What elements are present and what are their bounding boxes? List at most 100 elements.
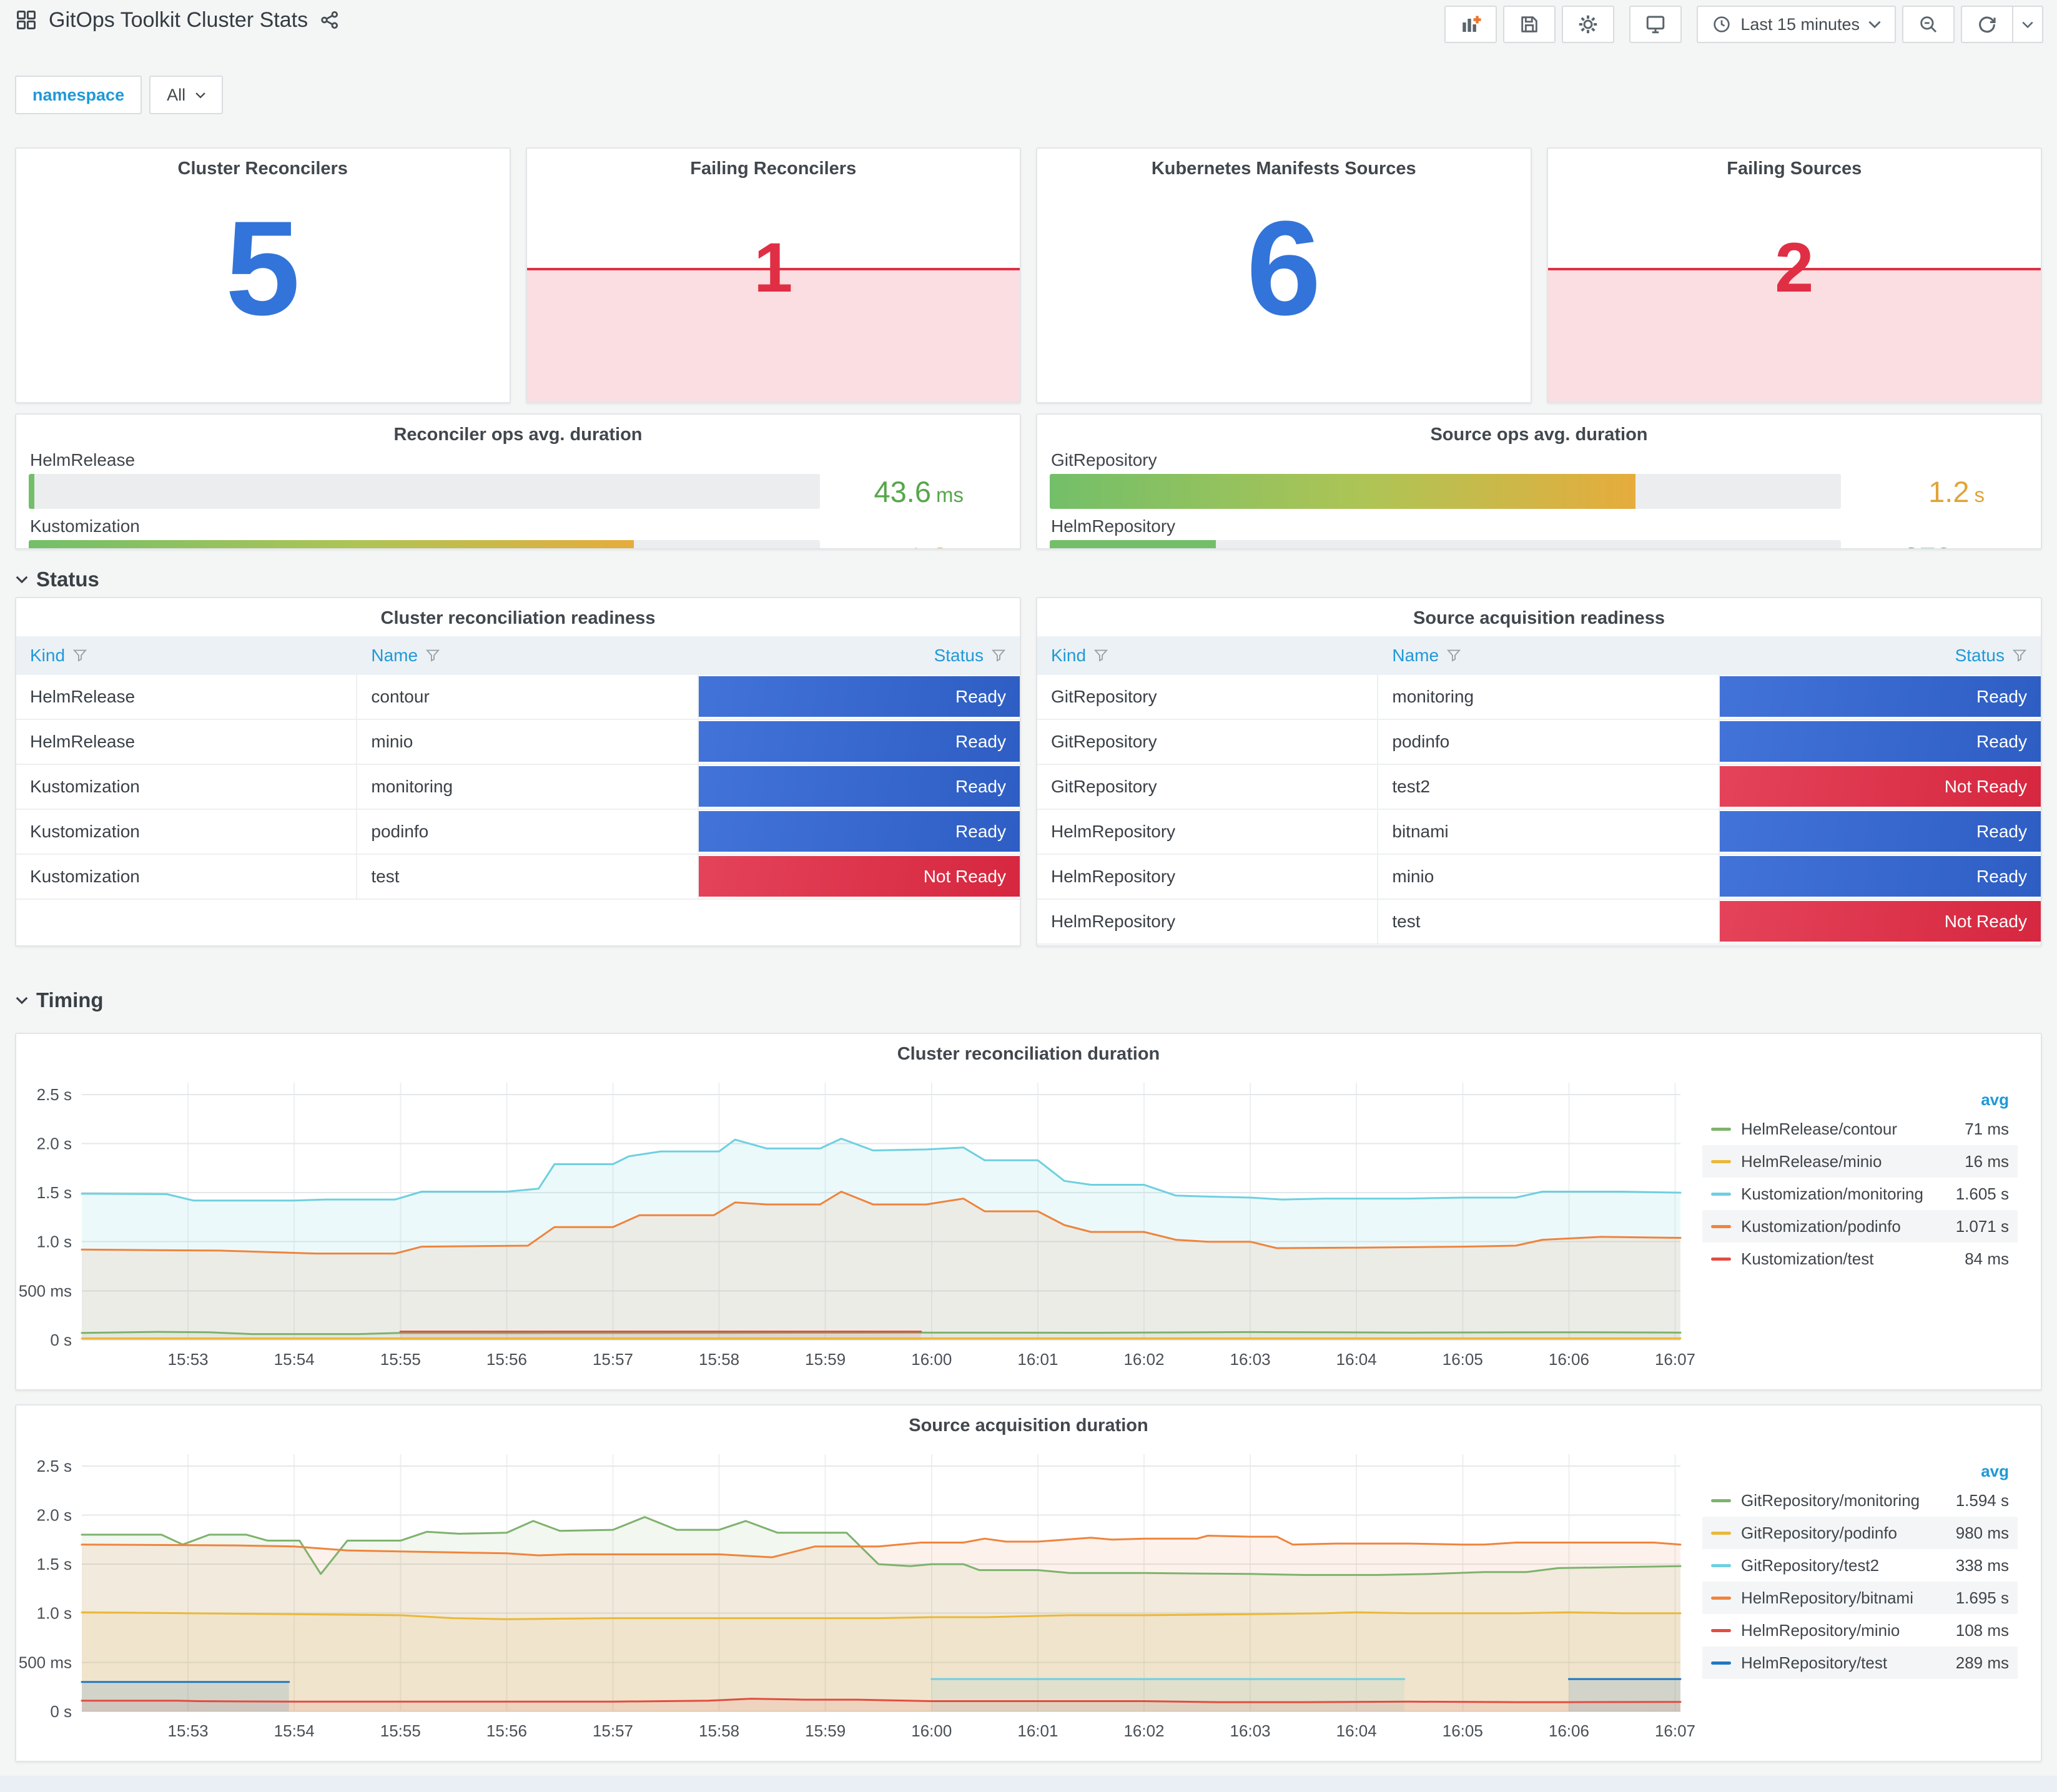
legend-avg-value: 16 ms [1965, 1151, 2009, 1171]
filter-funnel-icon[interactable] [1093, 648, 1108, 663]
section-status-label: Status [36, 568, 99, 591]
gauge-row-helmrepository: HelmRepository 879 ms [1050, 514, 2028, 550]
legend-item-helmrelease-minio[interactable]: HelmRelease/minio 16 ms [1702, 1145, 2018, 1178]
table-panel-title: Source acquisition readiness [1413, 608, 1665, 628]
series-color-swatch [1711, 1531, 1731, 1535]
dashboard-settings-button[interactable] [1562, 6, 1615, 43]
cell-name: monitoring [357, 765, 699, 809]
svg-text:16:02: 16:02 [1123, 1350, 1164, 1369]
svg-text:16:04: 16:04 [1336, 1350, 1377, 1369]
time-range-picker[interactable]: Last 15 minutes [1697, 6, 1896, 43]
cell-kind: HelmRepository [1037, 810, 1379, 854]
table-row: HelmRepository test Not Ready [1037, 900, 2041, 945]
table-header-status[interactable]: Status [699, 646, 1020, 666]
gauge-fill [29, 540, 634, 548]
section-timing[interactable]: Timing [9, 982, 2057, 1019]
chart-legend: avg HelmRelease/contour 71 ms HelmRelease/m… [1702, 1086, 2018, 1275]
save-dashboard-button[interactable] [1503, 6, 1556, 43]
legend-item-kustomization-test[interactable]: Kustomization/test 84 ms [1702, 1243, 2018, 1275]
variable-namespace-label[interactable]: namespace [15, 76, 142, 114]
legend-avg-header[interactable]: avg [1981, 1090, 2009, 1109]
clock-icon [1712, 14, 1732, 34]
cell-status: Ready [698, 766, 1020, 807]
svg-text:2.5 s: 2.5 s [37, 1085, 72, 1104]
legend-item-kustomization-monitoring[interactable]: Kustomization/monitoring 1.605 s [1702, 1178, 2018, 1210]
column-label: Name [1392, 646, 1439, 665]
svg-text:0 s: 0 s [50, 1702, 72, 1721]
filter-funnel-icon[interactable] [72, 648, 87, 663]
legend-item-gitrepository-test2[interactable]: GitRepository/test2 338 ms [1702, 1549, 2018, 1582]
zoom-out-button[interactable] [1902, 6, 1955, 43]
legend-avg-value: 84 ms [1965, 1249, 2009, 1268]
table-header-status[interactable]: Status [1720, 646, 2041, 666]
variable-namespace-value-dropdown[interactable]: All [149, 76, 224, 114]
filter-funnel-icon[interactable] [1446, 648, 1461, 663]
stat-sparkline-fill [1547, 270, 2041, 402]
svg-text:16:05: 16:05 [1443, 1721, 1483, 1740]
gauge-value: 43.6 ms [820, 475, 1007, 509]
legend-avg-value: 71 ms [1965, 1119, 2009, 1138]
cell-name: test [1378, 900, 1720, 943]
add-panel-button[interactable] [1444, 6, 1497, 43]
stat-sparkline [526, 267, 1020, 270]
gauge-panel-source-ops-avg-duration: Source ops avg. duration GitRepository 1.2… [1036, 413, 2042, 549]
gauge-value-number: 879 [1903, 541, 1952, 549]
stat-panel-cluster-reconcilers: Cluster Reconcilers 5 [15, 147, 511, 403]
gauge-track [29, 474, 820, 509]
dashboard-grid-icon[interactable] [15, 9, 37, 31]
refresh-interval-dropdown[interactable] [2013, 6, 2043, 43]
chart-plot-area[interactable]: 15:53 15:54 15:55 15:56 15:57 15:58 15:59 16:00… [16, 1406, 2040, 1761]
stat-sparkline-fill [526, 270, 1020, 402]
gauge-bar: 1.2 s [1050, 474, 2028, 509]
series-color-swatch [1711, 1192, 1731, 1196]
section-chevron-icon [15, 574, 29, 584]
series-color-swatch [1711, 1159, 1731, 1163]
table-row: Kustomization test Not Ready [16, 855, 1020, 900]
cell-kind: Kustomization [16, 810, 358, 854]
svg-text:15:58: 15:58 [699, 1721, 739, 1740]
legend-item-gitrepository-monitoring[interactable]: GitRepository/monitoring 1.594 s [1702, 1484, 2018, 1517]
cell-kind: GitRepository [1037, 720, 1379, 764]
table-header-kind[interactable]: Kind [1037, 646, 1378, 666]
svg-text:16:03: 16:03 [1230, 1721, 1271, 1740]
section-status[interactable]: Status [9, 562, 2057, 597]
gauge-value-unit: ms [1957, 549, 1985, 550]
svg-text:16:00: 16:00 [911, 1350, 952, 1369]
svg-text:15:58: 15:58 [699, 1350, 739, 1369]
legend-item-gitrepository-podinfo[interactable]: GitRepository/podinfo 980 ms [1702, 1517, 2018, 1549]
cell-status: Not Ready [1719, 901, 2041, 942]
stat-panels-row: Cluster Reconcilers 5 Failing Reconcilers 1… [15, 147, 2042, 403]
table-row: HelmRepository bitnami Ready [1037, 810, 2041, 855]
table-header-name[interactable]: Name [1378, 646, 1719, 666]
status-tables-row: Cluster reconciliation readiness Kind Name… [15, 597, 2042, 947]
refresh-button[interactable] [1961, 6, 2013, 43]
chevron-down-icon [1868, 20, 1881, 29]
series-color-swatch [1711, 1499, 1731, 1502]
cell-name: contour [357, 675, 699, 719]
svg-text:500 ms: 500 ms [19, 1653, 72, 1671]
variables-row: namespace All [0, 75, 2057, 115]
table-header-name[interactable]: Name [357, 646, 698, 666]
svg-text:2.0 s: 2.0 s [37, 1134, 72, 1153]
legend-item-helmrepository-minio[interactable]: HelmRepository/minio 108 ms [1702, 1614, 2018, 1647]
column-label: Kind [1051, 646, 1087, 665]
table-row: HelmRelease contour Ready [16, 675, 1020, 720]
legend-item-helmrepository-bitnami[interactable]: HelmRepository/bitnami 1.695 s [1702, 1582, 2018, 1614]
legend-item-kustomization-podinfo[interactable]: Kustomization/podinfo 1.071 s [1702, 1210, 2018, 1243]
kiosk-mode-button[interactable] [1629, 6, 1682, 43]
legend-avg-header[interactable]: avg [1981, 1461, 2009, 1480]
gauge-value-unit: s [954, 549, 964, 550]
cell-kind: GitRepository [1037, 675, 1379, 719]
table-header-kind[interactable]: Kind [16, 646, 357, 666]
series-color-swatch [1711, 1661, 1731, 1665]
gauge-value: 1.2 s [1841, 475, 2028, 509]
gauge-panel-title: Source ops avg. duration [1430, 425, 1648, 445]
chart-plot-area[interactable]: 15:53 15:54 15:55 15:56 15:57 15:58 15:59 16:00… [16, 1034, 2040, 1389]
filter-funnel-icon[interactable] [425, 648, 440, 663]
legend-item-helmrepository-test[interactable]: HelmRepository/test 289 ms [1702, 1647, 2018, 1679]
filter-funnel-icon[interactable] [2012, 648, 2027, 663]
filter-funnel-icon[interactable] [991, 648, 1006, 663]
legend-avg-value: 1.071 s [1955, 1216, 2009, 1236]
share-icon[interactable] [319, 9, 340, 31]
legend-item-helmrelease-contour[interactable]: HelmRelease/contour 71 ms [1702, 1113, 2018, 1145]
